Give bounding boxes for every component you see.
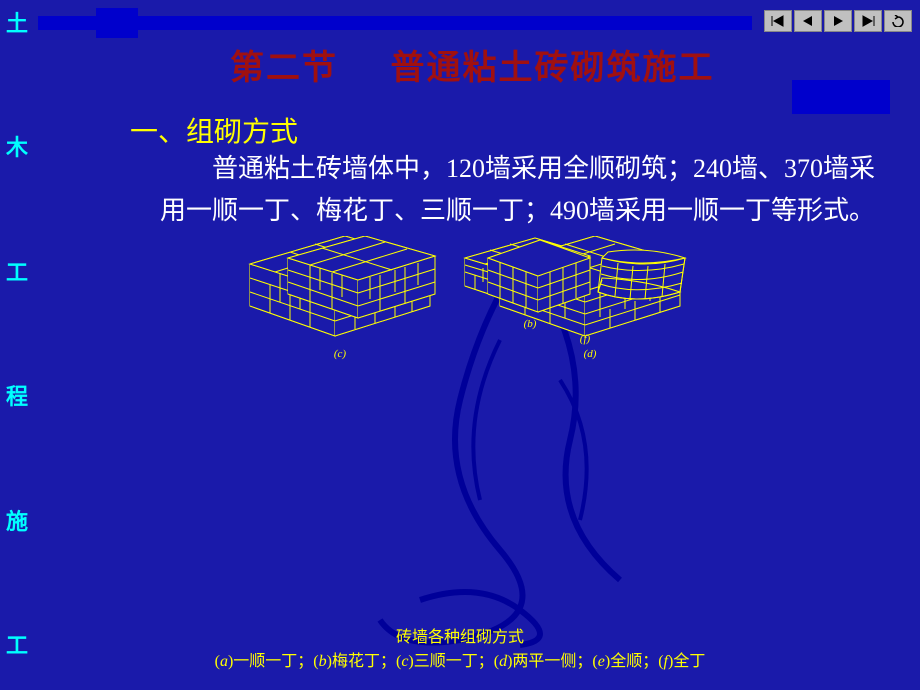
nav-back-button[interactable] [884,10,912,32]
diagram-area: (a) (b) [240,236,730,616]
page-title: 第二节 普通粘土砖砌筑施工 [230,40,715,89]
nav-last-button[interactable] [854,10,882,32]
sidebar-char: 木 [6,130,30,162]
sidebar-char: 施 [6,504,30,536]
diagram-label-f: (f) [480,333,690,345]
prev-icon [801,15,815,27]
body-paragraph: 普通粘土砖墙体中，120墙采用全顺砌筑；240墙、370墙采用一顺一丁、梅花丁、… [160,148,880,231]
title-section: 第二节 [230,50,338,87]
section-subtitle: 一、组砌方式 [130,110,298,150]
diagram-caption: 砖墙各种组砌方式 (a)一顺一丁；(b)梅花丁；(c)三顺一丁；(d)两平一侧；… [0,626,920,674]
nav-first-button[interactable] [764,10,792,32]
nav-next-button[interactable] [824,10,852,32]
first-icon [771,15,785,27]
back-icon [891,15,905,27]
diagram-e [280,236,440,326]
sidebar-char: 土 [6,6,30,38]
diagram-label-d: (d) [490,348,690,360]
top-box-decor [96,8,138,38]
next-icon [831,15,845,27]
top-line-decor [38,16,752,30]
sidebar-char: 程 [6,379,30,411]
nav-buttons [764,10,912,32]
sidebar-char: 工 [6,255,30,287]
diagram-f: (f) [480,236,690,345]
sidebar: 土 木 工 程 施 工 [0,0,30,690]
last-icon [861,15,875,27]
brick-diagram-f-svg [480,236,690,331]
title-text: 普通粘土砖砌筑施工 [391,50,715,87]
right-box-decor [792,80,890,114]
brick-diagram-e-svg [280,236,440,326]
nav-prev-button[interactable] [794,10,822,32]
caption-title: 砖墙各种组砌方式 [0,626,920,650]
diagram-label-c: (c) [240,348,440,360]
top-bar [38,8,912,40]
caption-detail: (a)一顺一丁；(b)梅花丁；(c)三顺一丁；(d)两平一侧；(e)全顺；(f)… [0,650,920,674]
